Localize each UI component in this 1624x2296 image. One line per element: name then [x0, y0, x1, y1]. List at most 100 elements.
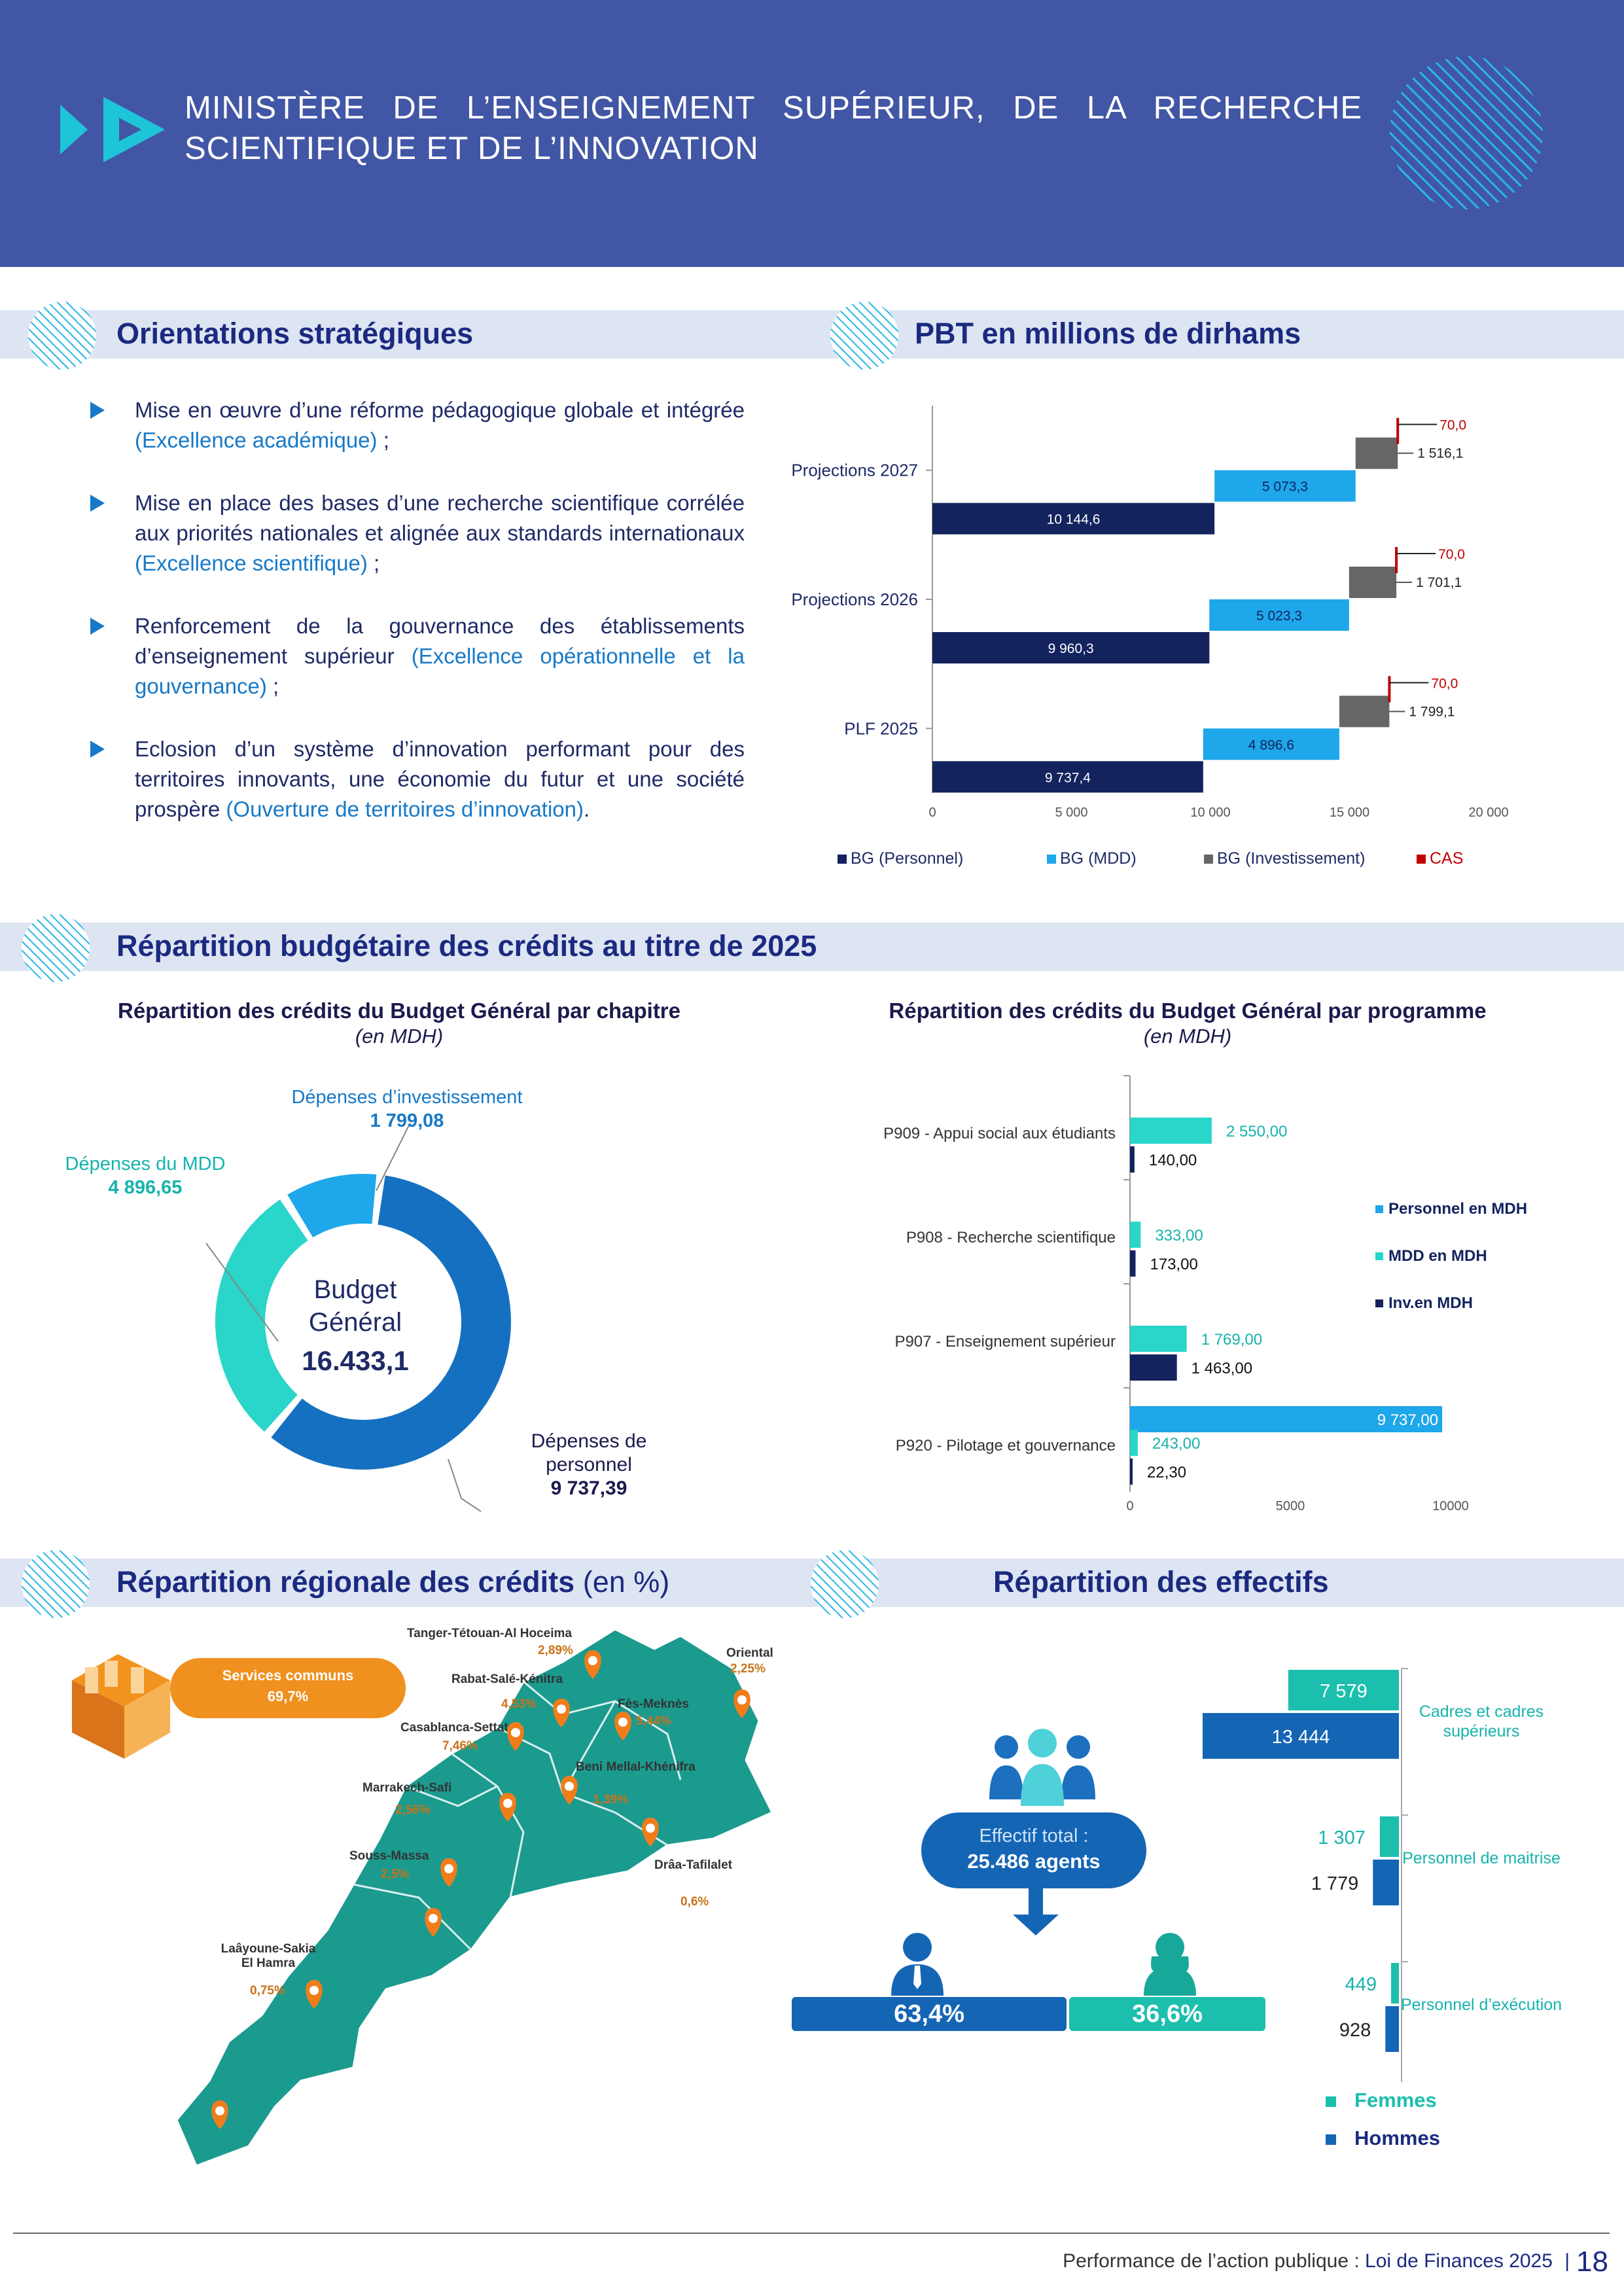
section-hatch-icon: [811, 1550, 879, 1618]
donut-slice: [271, 1175, 512, 1470]
legend-label: Inv.en MDH: [1388, 1294, 1473, 1312]
pbt-stacked-bar-chart: 0 5 000 10 000 15 000 20 000 PLF 2025 9 737,4 4…: [791, 406, 1509, 868]
data-label: 9 737,00: [1377, 1411, 1438, 1429]
location-pin-icon: [211, 2100, 228, 2129]
donut-chart-unit: (en MDH): [355, 1025, 444, 1048]
location-pin-icon: [306, 1980, 323, 2009]
region-label: Oriental: [726, 1646, 773, 1660]
slice-value: 9 737,39: [551, 1477, 627, 1499]
x-tick-label: 5000: [1276, 1499, 1305, 1513]
region-pct: 2,5%: [381, 1867, 410, 1881]
x-tick-label: 10 000: [1190, 805, 1230, 820]
bar-bgmdd: [1209, 599, 1349, 631]
bar-1: [1130, 1118, 1212, 1144]
category-label: P907 - Enseignement supérieur: [894, 1333, 1116, 1351]
data-label: 7 579: [1320, 1681, 1368, 1702]
woman-icon: [1144, 1933, 1196, 1996]
orientation-item: Renforcement de la gouvernance des établ…: [135, 614, 745, 698]
effectifs-band: [776, 1559, 1624, 1607]
orientation-item: Eclosion d’un système d’innovation perfo…: [135, 737, 745, 821]
label-leader: [376, 1125, 410, 1192]
region-pct: 2,25%: [730, 1662, 766, 1676]
data-label: 4 896,6: [1248, 737, 1294, 752]
data-label: 1 799,1: [1409, 704, 1455, 719]
data-label: 173,00: [1150, 1256, 1197, 1273]
category-label: PLF 2025: [844, 718, 918, 738]
slice-name: Dépenses d’investissement: [291, 1087, 522, 1108]
region-pct: 0,6%: [680, 1895, 709, 1909]
x-tick-label: 0: [1126, 1499, 1133, 1513]
x-tick-label: 10000: [1432, 1499, 1469, 1513]
location-pin-icon: [614, 1712, 631, 1740]
data-label: 1 779: [1311, 1873, 1359, 1894]
bar-bginvestissement: [1355, 437, 1398, 469]
page-number: 18: [1576, 2246, 1608, 2278]
footer-separator: |: [1564, 2250, 1570, 2272]
bar-bgpersonnel: [932, 761, 1203, 793]
region-label: Casablanca-Settat: [400, 1721, 508, 1735]
region-label: Souss-Massa: [349, 1849, 429, 1863]
orientations-band: [0, 310, 896, 359]
program-chart-unit: (en MDH): [1143, 1025, 1232, 1048]
bar-2: [1130, 1458, 1133, 1485]
bullet-icon: [90, 495, 105, 512]
location-pin-icon: [499, 1793, 516, 1822]
page-title: MINISTÈRE DE L’ENSEIGNEMENT SUPÉRIEUR, D…: [185, 90, 1362, 166]
bar-1: [1130, 1222, 1141, 1248]
femmes-pct-bar: 36,6%: [1069, 1997, 1265, 2031]
data-label: 333,00: [1155, 1227, 1203, 1245]
budget-donut-chart: Budget Général 16.433,1 Dépenses depersonne…: [65, 1087, 647, 1512]
bar-bgmdd: [1203, 728, 1339, 760]
program-chart-title: Répartition des crédits du Budget Généra…: [889, 998, 1487, 1023]
legend-label: BG (Investissement): [1217, 849, 1365, 868]
man-icon: [891, 1933, 944, 1996]
data-label: 449: [1345, 1974, 1377, 1995]
region-pct: 4,53%: [501, 1697, 537, 1711]
bar-femmes: [1379, 1816, 1399, 1857]
bar-2: [1130, 1146, 1135, 1173]
label-leader: [205, 1243, 279, 1342]
category-label: P920 - Pilotage et gouvernance: [896, 1437, 1116, 1455]
legend-label: Personnel en MDH: [1388, 1200, 1527, 1218]
region-label: Fès-Meknès: [618, 1697, 689, 1711]
section-hatch-icon: [22, 1550, 90, 1618]
region-pct: 1,39%: [593, 1793, 628, 1807]
data-label: 22,30: [1147, 1464, 1186, 1481]
bar-2: [1130, 1354, 1177, 1381]
legend-swatch: [1375, 1205, 1383, 1213]
legend-label: CAS: [1430, 849, 1463, 868]
location-pin-icon: [507, 1722, 524, 1751]
bar-hommes: [1385, 2006, 1399, 2052]
data-label: 243,00: [1152, 1435, 1200, 1453]
section-hatch-icon: [22, 914, 90, 982]
bar-hommes: [1373, 1860, 1399, 1905]
x-tick-label: 0: [928, 805, 936, 820]
category-label: Projections 2026: [791, 590, 918, 609]
footer-prefix: Performance de l’action publique :: [1063, 2250, 1366, 2272]
section-hatch-icon: [28, 302, 96, 370]
label-leader: [448, 1458, 482, 1512]
bar-1: [1130, 1326, 1187, 1352]
bar-bgpersonnel: [932, 632, 1210, 663]
bar-bginvestissement: [1339, 696, 1390, 728]
bullet-icon: [90, 618, 105, 635]
category-label: Personnel d’exécution: [1401, 1996, 1562, 2014]
data-label: 9 737,4: [1045, 770, 1091, 785]
slice-name: Dépenses de: [531, 1430, 647, 1452]
donut-chart-title: Répartition des crédits du Budget Généra…: [117, 998, 680, 1023]
region-label: Tanger-Tétouan-Al Hoceima: [407, 1627, 572, 1640]
location-pin-icon: [440, 1858, 457, 1887]
bar-1: [1130, 1430, 1138, 1456]
services-communs-badge: Services communs 69,7%: [170, 1658, 406, 1718]
bar-bgpersonnel: [932, 503, 1215, 535]
hommes-pct-bar: 63,4%: [792, 1997, 1067, 2031]
page-footer: Performance de l’action publique : Loi d…: [1063, 2246, 1608, 2278]
legend-swatch: [1204, 855, 1213, 864]
services-communs-pct: 69,7%: [267, 1688, 309, 1704]
orientation-item: Mise en œuvre d’une réforme pédagogique …: [135, 398, 745, 452]
category-label: Cadres et cadres: [1419, 1703, 1544, 1721]
section-title-repartition: Répartition budgétaire des crédits au ti…: [116, 929, 817, 963]
location-pin-icon: [733, 1689, 750, 1718]
region-label: Drâa-Tafilalet: [654, 1858, 732, 1872]
